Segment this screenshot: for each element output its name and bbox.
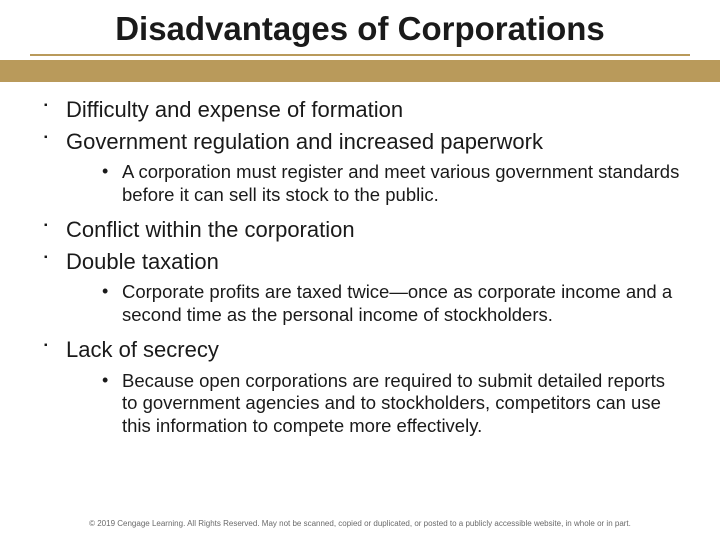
sub-bullet-list: Corporate profits are taxed twice—once a…	[66, 281, 682, 326]
sub-bullet-list: A corporation must register and meet var…	[66, 161, 682, 206]
bullet-text: Government regulation and increased pape…	[66, 129, 543, 154]
bullet-item: Difficulty and expense of formation	[38, 96, 682, 124]
bullet-text: Lack of secrecy	[66, 337, 219, 362]
slide-content: Difficulty and expense of formation Gove…	[0, 96, 720, 437]
sub-bullet-text: A corporation must register and meet var…	[122, 161, 679, 205]
sub-bullet-list: Because open corporations are required t…	[66, 370, 682, 438]
sub-bullet-text: Corporate profits are taxed twice—once a…	[122, 281, 672, 325]
bullet-text: Difficulty and expense of formation	[66, 97, 403, 122]
bullet-item: Government regulation and increased pape…	[38, 128, 682, 207]
bullet-item: Double taxation Corporate profits are ta…	[38, 248, 682, 327]
bullet-list: Difficulty and expense of formation Gove…	[38, 96, 682, 437]
bullet-item: Lack of secrecy Because open corporation…	[38, 336, 682, 437]
bullet-text: Conflict within the corporation	[66, 217, 355, 242]
sub-bullet-item: Corporate profits are taxed twice—once a…	[66, 281, 682, 326]
sub-bullet-item: A corporation must register and meet var…	[66, 161, 682, 206]
slide-title: Disadvantages of Corporations	[30, 10, 690, 48]
bullet-item: Conflict within the corporation	[38, 216, 682, 244]
title-rule-wrap: Disadvantages of Corporations	[30, 0, 690, 56]
sub-bullet-item: Because open corporations are required t…	[66, 370, 682, 438]
bullet-text: Double taxation	[66, 249, 219, 274]
sub-bullet-text: Because open corporations are required t…	[122, 370, 665, 436]
gold-bar	[0, 60, 720, 82]
copyright-footer: © 2019 Cengage Learning. All Rights Rese…	[0, 519, 720, 528]
